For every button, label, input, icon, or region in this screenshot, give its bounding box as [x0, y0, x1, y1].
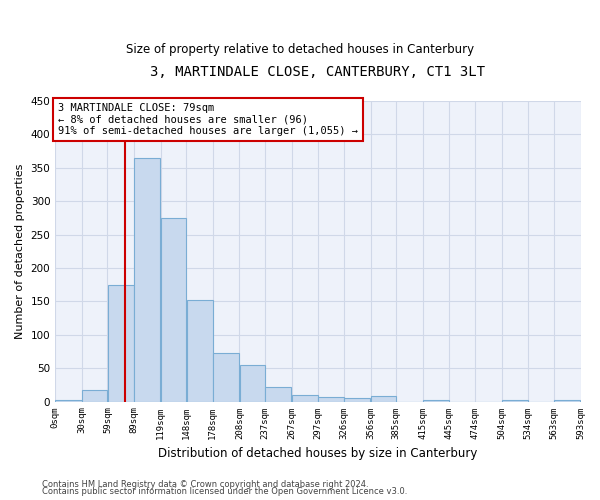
Y-axis label: Number of detached properties: Number of detached properties — [15, 164, 25, 339]
Text: Contains public sector information licensed under the Open Government Licence v3: Contains public sector information licen… — [42, 488, 407, 496]
X-axis label: Distribution of detached houses by size in Canterbury: Distribution of detached houses by size … — [158, 447, 478, 460]
Bar — [554, 400, 580, 402]
Bar — [161, 218, 186, 402]
Bar — [344, 398, 370, 402]
Bar — [502, 400, 528, 402]
Title: 3, MARTINDALE CLOSE, CANTERBURY, CT1 3LT: 3, MARTINDALE CLOSE, CANTERBURY, CT1 3LT — [151, 65, 485, 79]
Bar — [134, 158, 160, 402]
Bar — [292, 395, 318, 402]
Bar — [107, 284, 134, 402]
Bar — [239, 366, 265, 402]
Bar — [423, 400, 449, 402]
Text: Size of property relative to detached houses in Canterbury: Size of property relative to detached ho… — [126, 42, 474, 56]
Bar — [82, 390, 107, 402]
Bar — [265, 387, 292, 402]
Bar — [371, 396, 396, 402]
Bar — [187, 300, 212, 402]
Bar — [319, 397, 344, 402]
Bar — [213, 354, 239, 402]
Bar — [55, 400, 82, 402]
Text: Contains HM Land Registry data © Crown copyright and database right 2024.: Contains HM Land Registry data © Crown c… — [42, 480, 368, 489]
Text: 3 MARTINDALE CLOSE: 79sqm
← 8% of detached houses are smaller (96)
91% of semi-d: 3 MARTINDALE CLOSE: 79sqm ← 8% of detach… — [58, 103, 358, 136]
